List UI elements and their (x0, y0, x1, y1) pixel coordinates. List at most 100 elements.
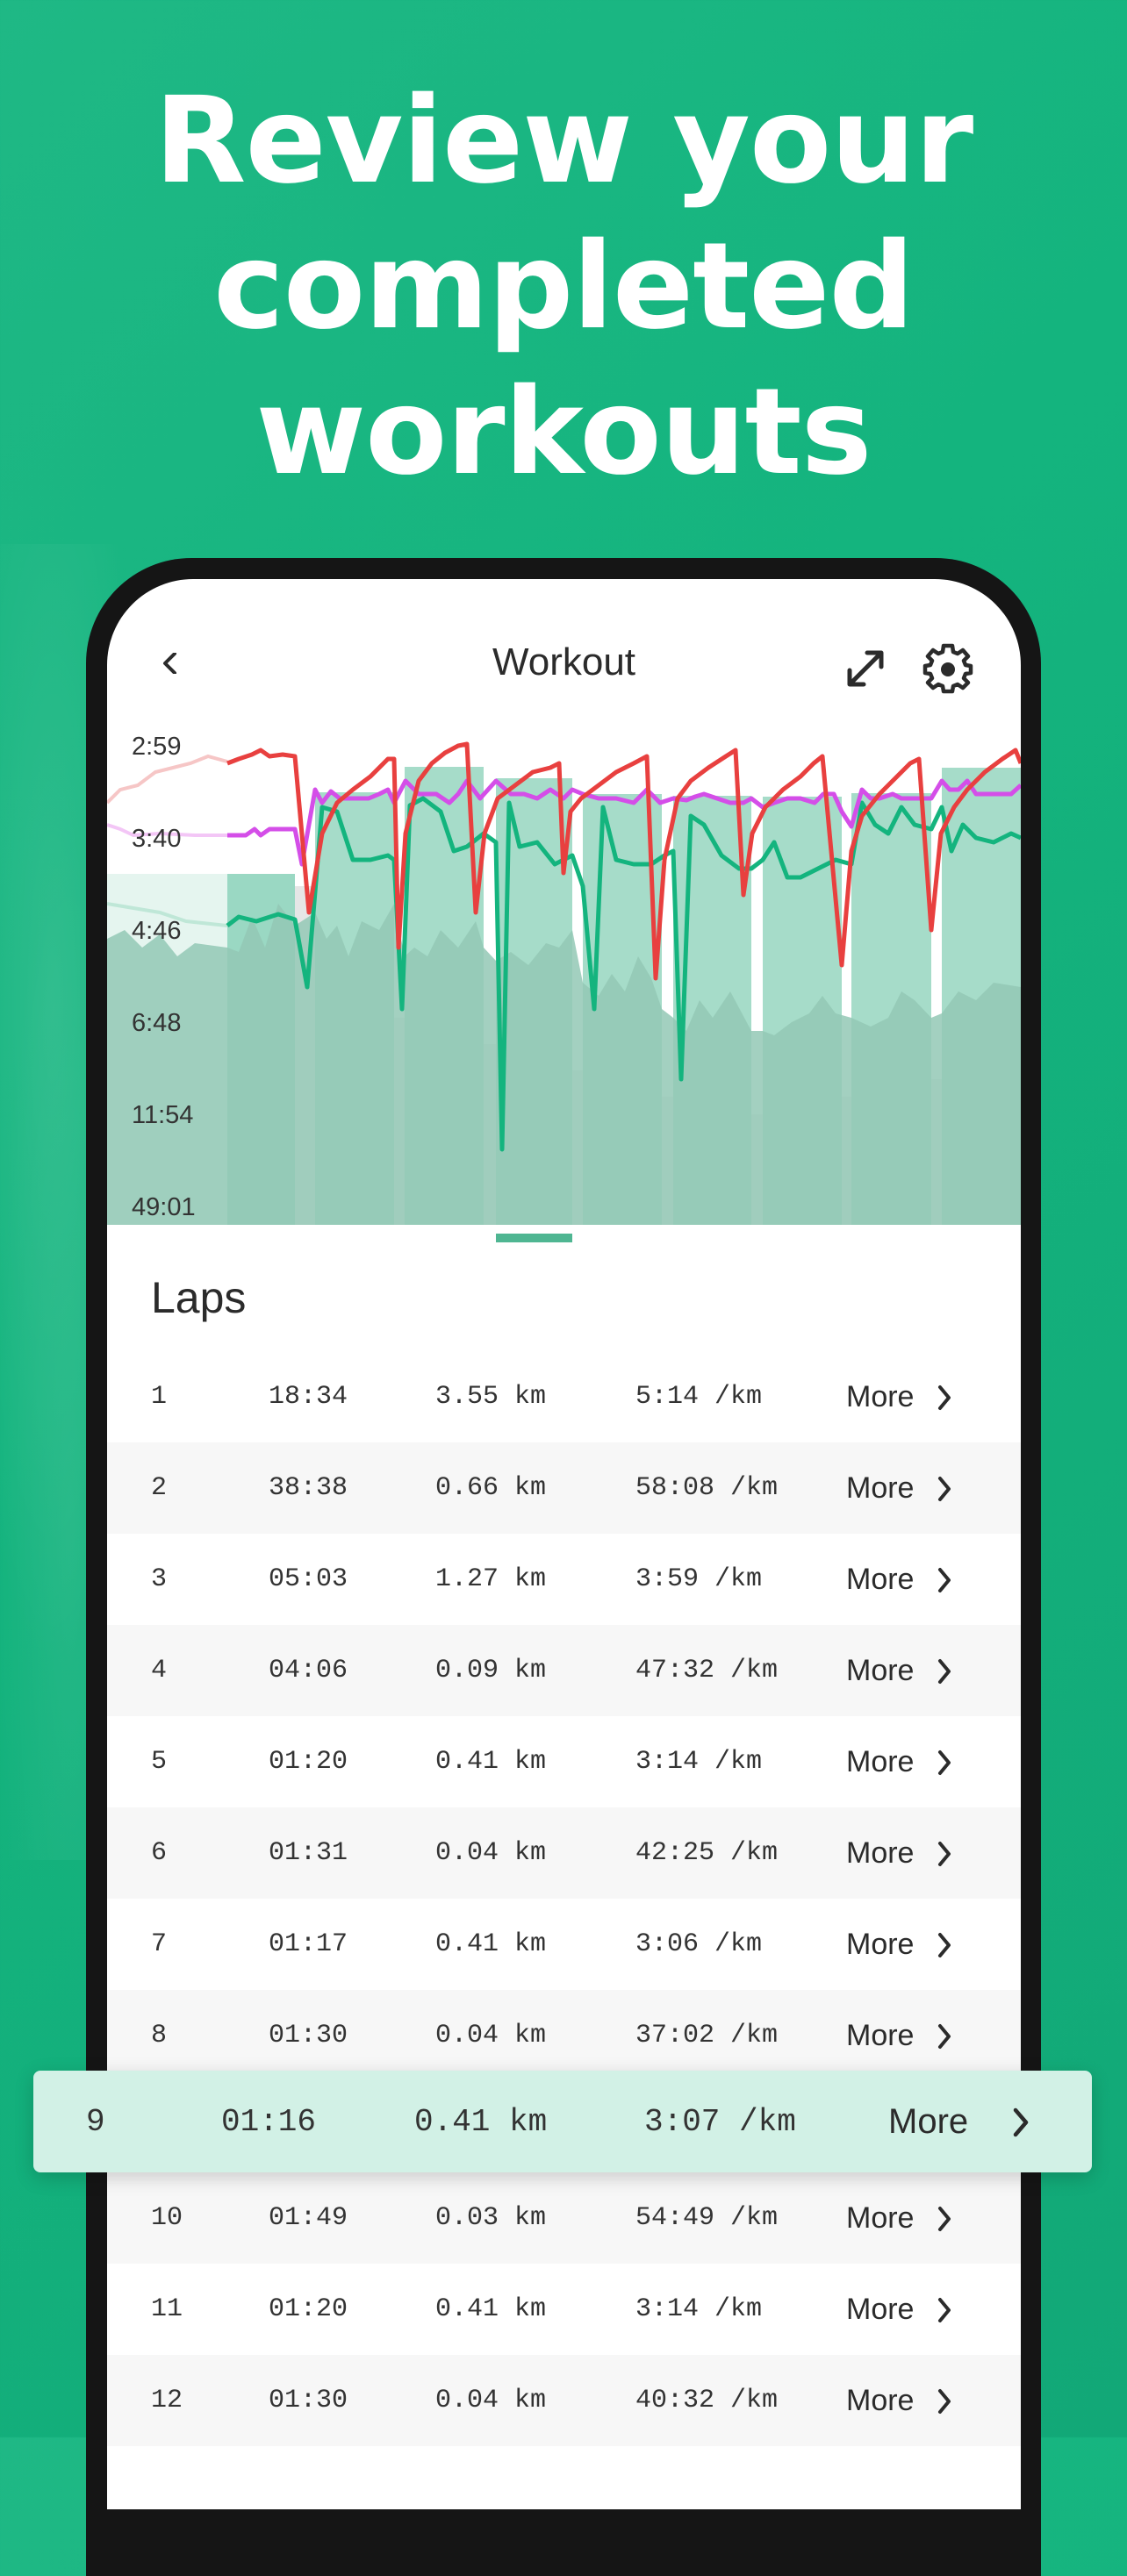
lap-pace: 58:08 /km (635, 1473, 779, 1503)
more-button[interactable]: More (846, 2292, 915, 2326)
chevron-right-icon[interactable] (936, 2297, 953, 2323)
lap-number: 5 (151, 1747, 168, 1777)
chevron-right-icon[interactable] (936, 2388, 953, 2415)
y-axis-label: 49:01 (132, 1193, 196, 1221)
lap-distance: 0.41 km (435, 1929, 547, 1959)
lap-row[interactable]: 7 01:17 0.41 km 3:06 /km More (107, 1899, 1021, 1990)
lap-row[interactable]: 4 04:06 0.09 km 47:32 /km More (107, 1625, 1021, 1716)
chevron-right-icon[interactable] (936, 1750, 953, 1776)
expand-diagonal-icon[interactable] (841, 644, 890, 693)
lap-row[interactable]: 1 18:34 3.55 km 5:14 /km More (107, 1351, 1021, 1442)
more-button[interactable]: More (846, 1470, 915, 1505)
lap-pace: 40:32 /km (635, 2386, 779, 2415)
more-button[interactable]: More (846, 1744, 915, 1778)
y-axis-label: 4:46 (132, 917, 182, 945)
y-axis-label: 2:59 (132, 733, 182, 761)
lap-number: 6 (151, 1838, 168, 1868)
lap-number: 12 (151, 2386, 183, 2415)
lap-row[interactable]: 8 01:30 0.04 km 37:02 /km More (107, 1990, 1021, 2081)
headline-line-2: completed (213, 218, 915, 356)
headline: Review your completed workouts (0, 68, 1127, 505)
chevron-right-icon[interactable] (936, 1658, 953, 1685)
lap-row[interactable]: 12 01:30 0.04 km 40:32 /km More (107, 2355, 1021, 2446)
chevron-right-icon[interactable] (936, 1567, 953, 1593)
gear-icon[interactable] (922, 642, 974, 695)
lap-row[interactable]: 5 01:20 0.41 km 3:14 /km More (107, 1716, 1021, 1807)
lap-pace: 3:59 /km (635, 1564, 763, 1594)
more-button[interactable]: More (846, 2383, 915, 2417)
lap-pace: 47:32 /km (635, 1656, 779, 1685)
lap-pace: 54:49 /km (635, 2203, 779, 2233)
lap-distance: 0.03 km (435, 2203, 547, 2233)
lap-time: 01:30 (269, 2386, 348, 2415)
lap-number: 11 (151, 2294, 183, 2324)
chevron-right-icon[interactable] (936, 1841, 953, 1867)
lap-pace: 5:14 /km (635, 1382, 763, 1412)
chevron-left-icon[interactable] (160, 653, 181, 674)
more-button[interactable]: More (846, 1927, 915, 1961)
lap-row[interactable]: 3 05:03 1.27 km 3:59 /km More (107, 1534, 1021, 1625)
lap-pace: 3:06 /km (635, 1929, 763, 1959)
lap-distance: 3.55 km (435, 1382, 547, 1412)
phone-screen: Workout (107, 579, 1021, 2509)
y-axis-label: 6:48 (132, 1009, 182, 1037)
lap-time: 18:34 (269, 1382, 348, 1412)
chevron-right-icon[interactable] (936, 2023, 953, 2050)
selected-lap-indicator (496, 1234, 572, 1242)
lap-number: 9 (86, 2103, 105, 2140)
lap-row[interactable]: 2 38:38 0.66 km 58:08 /km More (107, 1442, 1021, 1534)
lap-distance: 0.41 km (435, 2294, 547, 2324)
lap-number: 2 (151, 1473, 168, 1503)
lap-time: 01:20 (269, 2294, 348, 2324)
workout-chart[interactable] (107, 728, 1021, 1246)
lap-time: 01:31 (269, 1838, 348, 1868)
lap-distance: 0.41 km (414, 2103, 548, 2140)
headline-line-1: Review your (154, 72, 973, 211)
lap-time: 01:49 (269, 2203, 348, 2233)
top-bar: Workout (107, 579, 1021, 719)
lap-time: 04:06 (269, 1656, 348, 1685)
lap-number: 8 (151, 2021, 168, 2050)
lap-row[interactable]: 11 01:20 0.41 km 3:14 /km More (107, 2264, 1021, 2355)
more-button[interactable]: More (846, 1835, 915, 1870)
lap-row[interactable]: 6 01:31 0.04 km 42:25 /km More (107, 1807, 1021, 1899)
more-button[interactable]: More (846, 1653, 915, 1687)
highlighted-lap-row[interactable]: 9 01:16 0.41 km 3:07 /km More (33, 2071, 1092, 2172)
lap-pace: 3:14 /km (635, 2294, 763, 2324)
laps-list: 1 18:34 3.55 km 5:14 /km More 2 38:38 0.… (107, 1351, 1021, 2446)
more-button[interactable]: More (846, 2018, 915, 2052)
lap-time: 01:20 (269, 1747, 348, 1777)
chevron-right-icon[interactable] (1011, 2107, 1030, 2137)
lap-row[interactable]: 10 01:49 0.03 km 54:49 /km More (107, 2172, 1021, 2264)
lap-time: 01:30 (269, 2021, 348, 2050)
chevron-right-icon[interactable] (936, 1932, 953, 1958)
more-button[interactable]: More (888, 2101, 969, 2141)
more-button[interactable]: More (846, 1379, 915, 1413)
chevron-right-icon[interactable] (936, 1385, 953, 1411)
lap-number: 10 (151, 2203, 183, 2233)
lap-distance: 0.04 km (435, 1838, 547, 1868)
lap-number: 3 (151, 1564, 168, 1594)
lap-pace: 37:02 /km (635, 2021, 779, 2050)
more-button[interactable]: More (846, 2200, 915, 2235)
lap-time: 01:16 (221, 2103, 317, 2140)
y-axis-label: 11:54 (132, 1101, 194, 1129)
lap-number: 7 (151, 1929, 168, 1959)
lap-distance: 0.04 km (435, 2021, 547, 2050)
chevron-right-icon[interactable] (936, 2206, 953, 2232)
chevron-right-icon[interactable] (936, 1476, 953, 1502)
more-button[interactable]: More (846, 1562, 915, 1596)
laps-heading: Laps (151, 1273, 247, 1322)
lap-time: 38:38 (269, 1473, 348, 1503)
lap-pace: 42:25 /km (635, 1838, 779, 1868)
lap-time: 01:17 (269, 1929, 348, 1959)
lap-distance: 0.41 km (435, 1747, 547, 1777)
headline-line-3: workouts (255, 363, 872, 502)
page-title: Workout (492, 640, 636, 683)
lap-distance: 0.04 km (435, 2386, 547, 2415)
lap-distance: 1.27 km (435, 1564, 547, 1594)
lap-distance: 0.66 km (435, 1473, 547, 1503)
lap-distance: 0.09 km (435, 1656, 547, 1685)
lap-number: 1 (151, 1382, 168, 1412)
y-axis-label: 3:40 (132, 825, 182, 853)
